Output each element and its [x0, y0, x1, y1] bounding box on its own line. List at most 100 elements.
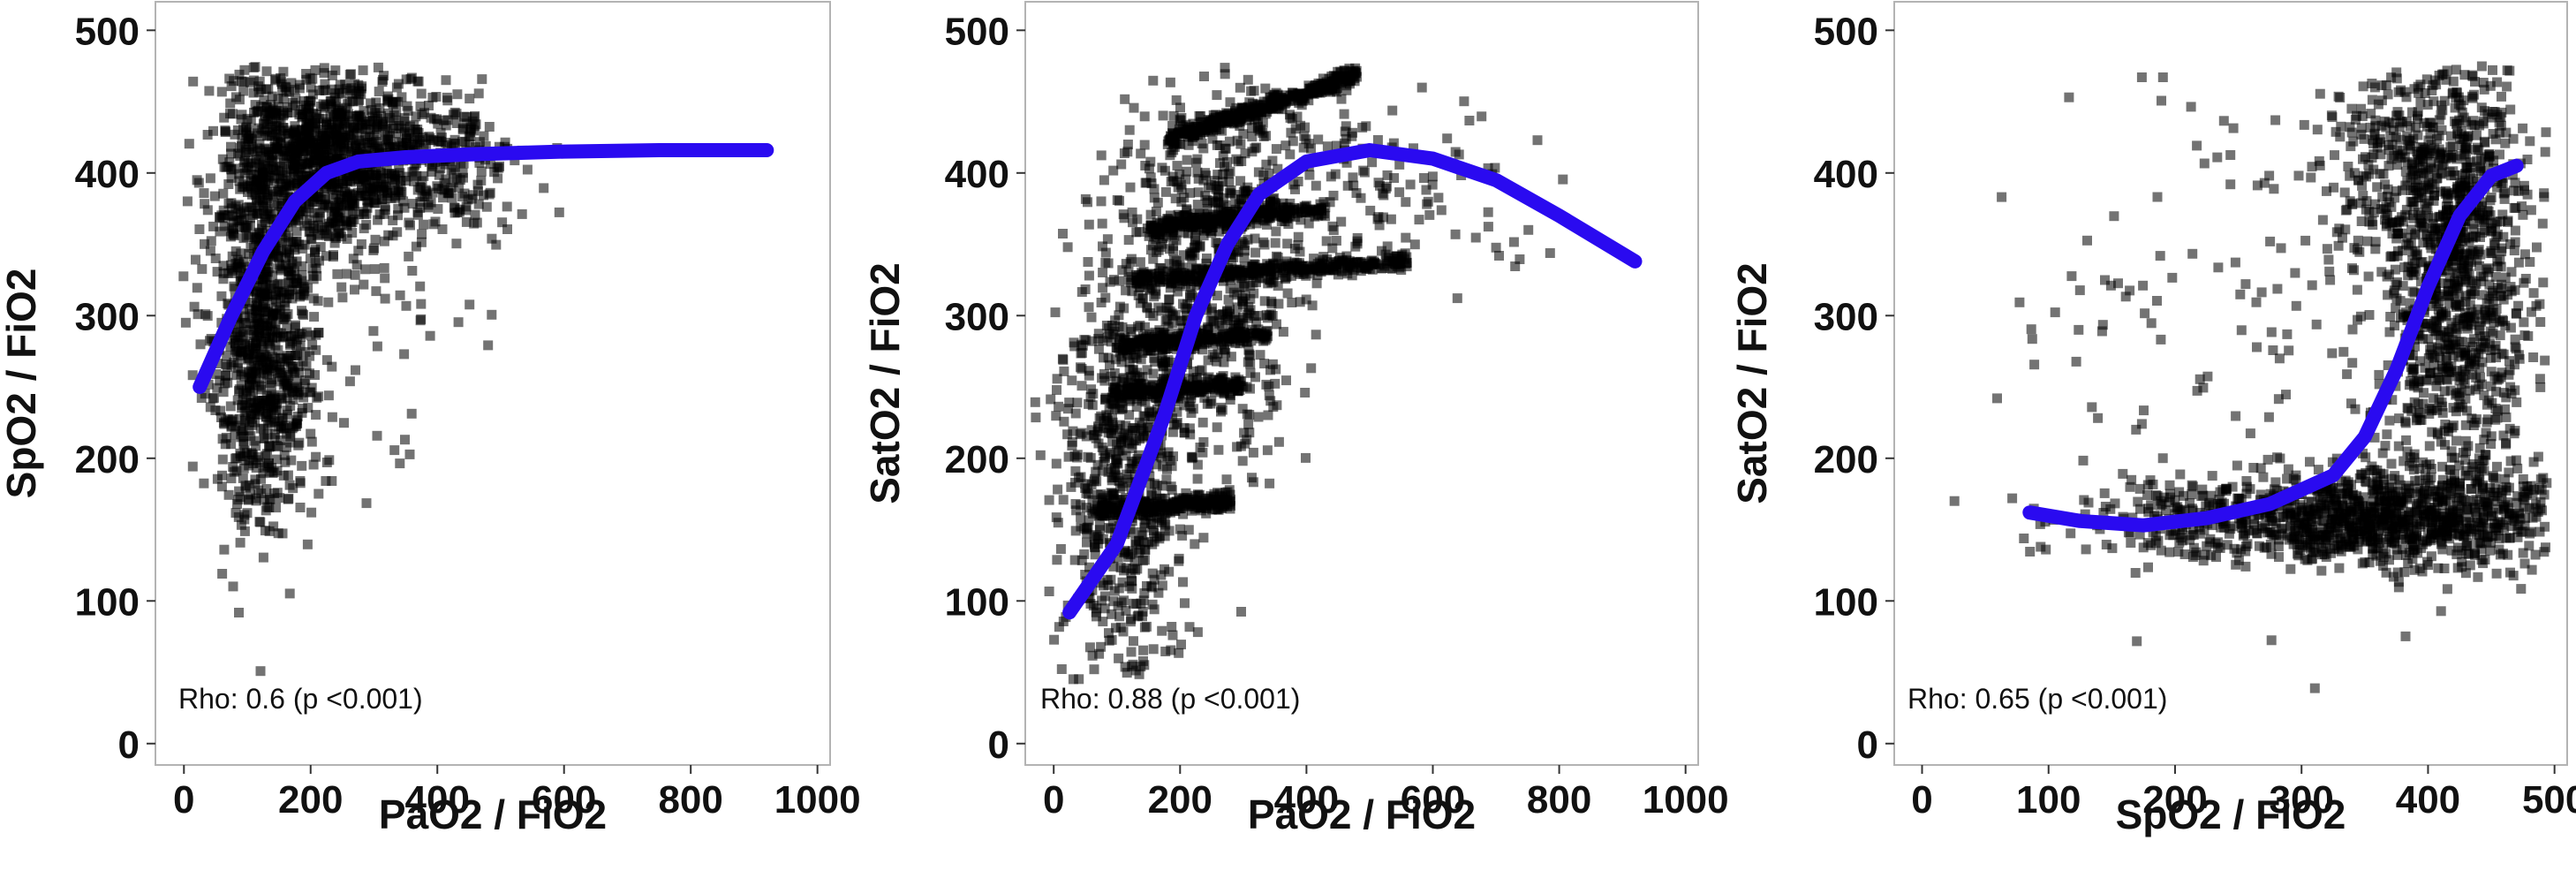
data-point [1287, 87, 1297, 98]
data-point [218, 387, 229, 398]
data-point [266, 214, 276, 224]
data-point [1206, 396, 1217, 406]
data-point [253, 451, 263, 462]
data-point [1185, 289, 1195, 299]
data-point [285, 431, 296, 442]
data-point [1084, 219, 1094, 230]
data-point [348, 123, 359, 133]
data-point [376, 110, 386, 121]
data-point [1172, 177, 1182, 187]
data-point [1192, 627, 1203, 638]
data-point [1232, 135, 1243, 146]
data-point [350, 79, 360, 89]
data-point [1281, 375, 1291, 386]
data-point [1169, 220, 1180, 231]
data-point [1059, 366, 1069, 376]
data-point [1171, 95, 1182, 105]
data-point [457, 123, 468, 133]
data-point [394, 120, 404, 131]
data-point [403, 105, 413, 116]
data-point [362, 202, 373, 213]
data-point [1202, 254, 1212, 263]
data-point [180, 317, 191, 328]
data-point [1157, 358, 1167, 368]
data-point [1054, 622, 1064, 632]
data-point [1405, 179, 1416, 190]
data-point [238, 86, 249, 96]
data-point [371, 130, 381, 140]
x-tick-label: 1000 [774, 778, 861, 822]
data-point [291, 415, 302, 426]
data-point [320, 79, 330, 89]
data-point [407, 199, 418, 209]
data-point [1243, 419, 1254, 429]
data-point [1059, 416, 1069, 427]
data-point [283, 388, 294, 398]
data-point [342, 192, 351, 202]
data-point [1199, 72, 1209, 81]
data-point [1340, 126, 1350, 137]
data-point [268, 114, 278, 125]
data-point [1121, 451, 1131, 461]
data-point [1114, 611, 1125, 622]
data-point [473, 88, 484, 99]
data-point [1298, 142, 1309, 153]
data-point [328, 111, 338, 122]
data-point [1236, 237, 1247, 246]
data-point [1220, 69, 1230, 80]
data-point [270, 340, 281, 351]
data-point [1089, 430, 1099, 441]
data-point [226, 148, 237, 159]
data-point [1160, 564, 1169, 574]
data-point [256, 488, 267, 498]
data-point [1063, 451, 1074, 462]
data-point [1103, 428, 1114, 438]
data-point [348, 167, 358, 178]
data-point [1129, 556, 1140, 566]
data-point [353, 96, 364, 107]
data-point [248, 381, 259, 391]
data-point [1084, 270, 1094, 281]
data-point [1166, 645, 1176, 655]
data-point [1146, 276, 1157, 285]
data-point [276, 435, 286, 445]
data-point [1080, 570, 1091, 579]
data-point [1145, 220, 1156, 231]
data-point [222, 361, 232, 372]
data-point [291, 340, 301, 351]
data-point [220, 439, 230, 450]
data-point [1070, 466, 1081, 476]
data-point [1111, 623, 1121, 633]
data-point [205, 402, 215, 413]
data-point [1373, 212, 1384, 223]
data-point [297, 460, 307, 471]
data-point [1179, 428, 1190, 438]
data-point [1278, 198, 1288, 208]
data-point [1421, 185, 1432, 195]
data-point [199, 478, 209, 488]
data-point [1081, 488, 1092, 498]
data-point [290, 245, 300, 255]
data-point [389, 193, 400, 203]
data-point [1099, 352, 1108, 363]
data-point [1144, 422, 1154, 433]
data-point [278, 331, 289, 342]
data-point [355, 112, 366, 123]
data-point [1147, 227, 1158, 238]
data-point [266, 284, 276, 294]
data-point [383, 230, 394, 240]
data-point [421, 186, 432, 196]
data-point [1158, 110, 1168, 121]
data-point [342, 269, 351, 279]
data-point [279, 297, 290, 307]
data-point [1076, 381, 1087, 391]
data-point [388, 99, 398, 110]
data-point [1160, 647, 1171, 656]
data-point [353, 246, 364, 256]
y-tick-label: 400 [75, 153, 140, 196]
data-point [262, 203, 273, 214]
data-point [1235, 441, 1246, 451]
data-point [1148, 644, 1159, 655]
data-point [473, 186, 483, 196]
data-point [1119, 548, 1129, 558]
